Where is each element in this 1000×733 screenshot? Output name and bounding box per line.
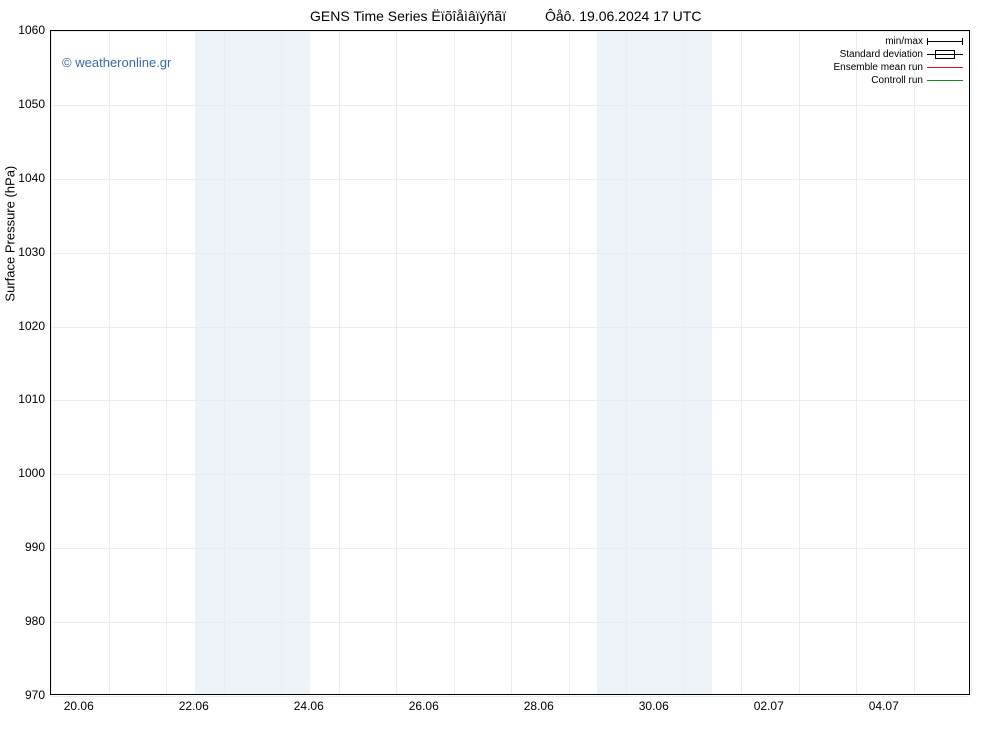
gridline-h bbox=[51, 474, 969, 475]
xtick-label: 26.06 bbox=[409, 699, 439, 713]
xtick-label: 20.06 bbox=[64, 699, 94, 713]
ytick-label: 1000 bbox=[5, 466, 45, 480]
ytick-label: 980 bbox=[5, 614, 45, 628]
gridline-v bbox=[626, 31, 627, 694]
gridline-v bbox=[51, 31, 52, 694]
ytick-label: 1010 bbox=[5, 392, 45, 406]
gridline-v bbox=[569, 31, 570, 694]
gridline-v bbox=[396, 31, 397, 694]
gridline-v bbox=[971, 31, 972, 694]
xtick-label: 04.07 bbox=[869, 699, 899, 713]
legend-label: Ensemble mean run bbox=[834, 62, 924, 73]
xtick-label: 02.07 bbox=[754, 699, 784, 713]
xtick-label: 28.06 bbox=[524, 699, 554, 713]
gridline-v bbox=[914, 31, 915, 694]
legend-item: min/max bbox=[834, 35, 964, 48]
ytick-label: 1020 bbox=[5, 319, 45, 333]
xtick-label: 22.06 bbox=[179, 699, 209, 713]
gridline-h bbox=[51, 327, 969, 328]
copyright-symbol: © bbox=[62, 55, 72, 70]
gridline-h bbox=[51, 696, 969, 697]
gridline-v bbox=[109, 31, 110, 694]
legend-label: Standard deviation bbox=[840, 49, 923, 60]
gridline-v bbox=[799, 31, 800, 694]
watermark-text: weatheronline.gr bbox=[75, 55, 171, 70]
ytick-label: 1040 bbox=[5, 171, 45, 185]
gridline-v bbox=[224, 31, 225, 694]
legend-label: Controll run bbox=[871, 75, 923, 86]
ytick-label: 970 bbox=[5, 688, 45, 702]
gridline-h bbox=[51, 105, 969, 106]
gridline-v bbox=[511, 31, 512, 694]
gridline-v bbox=[684, 31, 685, 694]
gridline-h bbox=[51, 179, 969, 180]
xtick-label: 30.06 bbox=[639, 699, 669, 713]
legend-item: Controll run bbox=[834, 74, 964, 87]
legend-item: Ensemble mean run bbox=[834, 61, 964, 74]
ytick-label: 1050 bbox=[5, 97, 45, 111]
gridline-h bbox=[51, 622, 969, 623]
gridline-v bbox=[339, 31, 340, 694]
plot-area: © weatheronline.gr min/max Standard devia… bbox=[50, 30, 970, 695]
legend-swatch bbox=[927, 37, 963, 46]
legend-swatch bbox=[927, 50, 963, 59]
legend-label: min/max bbox=[885, 36, 923, 47]
gridline-h bbox=[51, 253, 969, 254]
gridline-v bbox=[741, 31, 742, 694]
weekend-band bbox=[597, 31, 712, 694]
watermark: © weatheronline.gr bbox=[62, 55, 171, 70]
gridline-v bbox=[166, 31, 167, 694]
xtick-label: 24.06 bbox=[294, 699, 324, 713]
legend-item: Standard deviation bbox=[834, 48, 964, 61]
ytick-label: 1030 bbox=[5, 245, 45, 259]
gridline-v bbox=[281, 31, 282, 694]
title-right: Ôåô. 19.06.2024 17 UTC bbox=[545, 8, 701, 24]
gridline-h bbox=[51, 400, 969, 401]
gridline-v bbox=[454, 31, 455, 694]
title-left: GENS Time Series Ëïõîåìâïýñãï bbox=[310, 8, 506, 24]
y-axis-label: Surface Pressure (hPa) bbox=[3, 166, 18, 302]
weekend-band bbox=[195, 31, 310, 694]
gridline-h bbox=[51, 31, 969, 32]
legend: min/max Standard deviation Ensemble mean r… bbox=[834, 35, 964, 87]
ytick-label: 1060 bbox=[5, 23, 45, 37]
legend-swatch bbox=[927, 76, 963, 85]
ytick-label: 990 bbox=[5, 540, 45, 554]
gridline-h bbox=[51, 548, 969, 549]
gridline-v bbox=[856, 31, 857, 694]
legend-swatch bbox=[927, 63, 963, 72]
